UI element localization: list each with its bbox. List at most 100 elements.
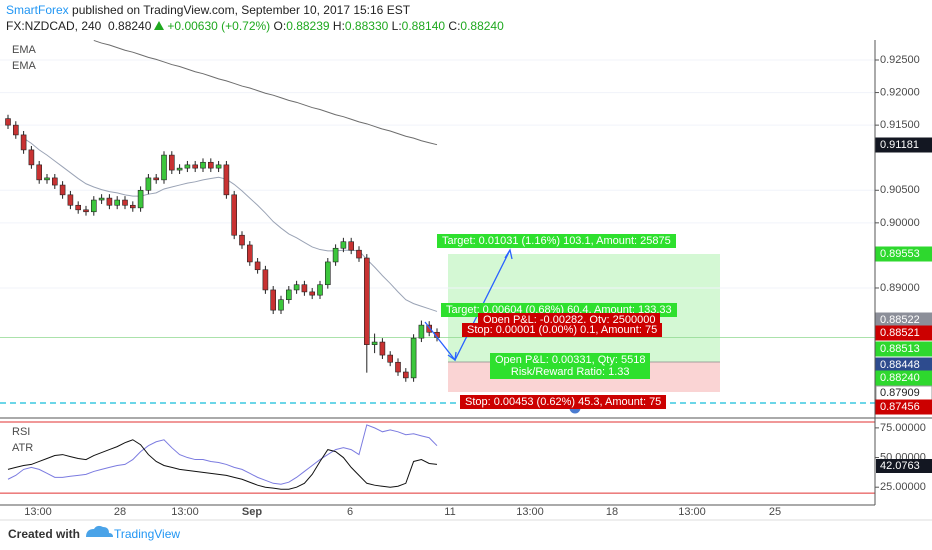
candle-body: [176, 167, 183, 171]
legend-entry: RSI: [12, 426, 30, 438]
price-flag: [875, 137, 932, 153]
candle-body: [5, 118, 11, 126]
candle-body: [51, 177, 58, 186]
ema-line: [93, 39, 438, 146]
candle-body: [348, 241, 355, 251]
candle-body: [262, 269, 269, 291]
ohlc-label: C:: [448, 19, 461, 33]
change: +0.00630 (+0.72%): [167, 19, 271, 33]
candle-body: [309, 291, 316, 296]
y-tick-label: 0.92000: [880, 86, 920, 98]
candle-body: [91, 199, 97, 213]
price-flag: [875, 246, 932, 262]
candle-body: [332, 247, 339, 263]
candle-body: [426, 324, 433, 333]
candle-body: [184, 164, 191, 169]
candle-body: [387, 354, 394, 363]
candle-body: [270, 289, 277, 311]
candle-body: [106, 197, 113, 206]
symbol: FX:NZDCAD, 240: [6, 19, 102, 33]
x-tick-label: 13:00: [678, 506, 706, 518]
candle-body: [395, 361, 401, 373]
candle-body: [114, 199, 120, 206]
ohlc-value: 0.88140: [401, 19, 446, 33]
y-tick-label: 0.92500: [880, 54, 920, 66]
arrow-head: [504, 248, 513, 260]
candle-body: [137, 189, 144, 209]
x-tick-label: Sep: [242, 506, 262, 518]
y-tick-label: 0.91500: [880, 119, 920, 131]
candle-body: [67, 194, 74, 206]
y-tick-label: 0.90000: [880, 217, 920, 229]
candle-body: [293, 284, 300, 291]
candle-body: [13, 124, 19, 136]
candle-body: [20, 134, 27, 151]
symbol-line: FX:NZDCAD, 240 0.88240 +0.00630 (+0.72%) …: [6, 19, 504, 33]
x-tick-label: 18: [606, 506, 618, 518]
candle-body: [418, 324, 425, 339]
candle-body: [254, 261, 261, 271]
ohlc-label: L:: [391, 19, 402, 33]
ohlc-value: 0.88330: [344, 19, 389, 33]
stop-label: Stop: 0.00453 (0.62%) 45.3, Amount: 75: [460, 395, 667, 409]
candle-body: [410, 337, 417, 379]
x-tick-label: 6: [347, 506, 353, 518]
indicator-line: [7, 439, 438, 490]
candle-body: [239, 234, 245, 246]
x-tick-label: 28: [114, 506, 126, 518]
footer-brand: TradingView: [114, 527, 181, 541]
price-flag: [876, 459, 932, 473]
price-flag-label: 42.0763: [880, 460, 920, 472]
author: SmartForex: [6, 3, 69, 17]
price-flag: [875, 399, 932, 415]
candle-body: [153, 177, 159, 181]
candle-body: [36, 164, 43, 181]
x-tick-label: 13:00: [171, 506, 199, 518]
x-tick-label: 11: [444, 506, 455, 518]
candle-body: [247, 244, 253, 263]
candle-body: [130, 204, 136, 209]
price-flag-label: 0.88522: [880, 314, 920, 326]
price-flag: [875, 325, 932, 341]
candle-body: [402, 371, 409, 379]
price-flag-label: 0.88448: [880, 359, 920, 371]
legend-entry: EMA: [12, 60, 37, 72]
pnl-box: Open P&L: 0.00331, Qty: 5518 Risk/Reward …: [490, 353, 651, 379]
legend-entry: ATR: [12, 442, 33, 454]
y-tick-label: 0.89000: [880, 282, 920, 294]
price-flag: [875, 341, 932, 357]
candle-body: [379, 341, 386, 356]
ohlc-label: O:: [273, 19, 287, 33]
price-flag-label: 0.88513: [880, 343, 920, 355]
ohlc-value: 0.88240: [460, 19, 504, 33]
candle-body: [122, 199, 128, 206]
y-tick-label: 25.00000: [880, 481, 926, 493]
y-tick-label: 75.00000: [880, 422, 926, 434]
candle-body: [340, 241, 347, 249]
price-flag: [875, 370, 932, 386]
candle-body: [371, 341, 378, 345]
candle-body: [169, 154, 175, 171]
indicator-line: [7, 424, 438, 485]
target-label: Target: 0.01031 (1.16%) 103.1, Amount: 2…: [437, 234, 676, 248]
price-flag-label: 0.87456: [880, 401, 920, 413]
x-tick-label: 13:00: [516, 506, 544, 518]
candle-body: [223, 164, 230, 196]
price-flag-label: 0.87909: [880, 387, 920, 399]
candle-body: [324, 261, 331, 286]
candle-body: [285, 289, 292, 301]
candle-body: [161, 154, 167, 181]
pnl-label: Open P&L: 0.00331, Qty: 5518: [495, 354, 646, 366]
legend-entry: EMA: [12, 44, 37, 56]
candle-body: [44, 177, 50, 181]
up-icon: [154, 21, 165, 30]
candle-body: [145, 177, 152, 191]
header-line: SmartForex published on TradingView.com,…: [6, 3, 410, 17]
candle-body: [356, 249, 362, 259]
x-tick-label: 13:00: [24, 506, 52, 518]
candle-body: [75, 204, 81, 211]
candle-body: [278, 299, 284, 311]
price-flag-label: 0.88240: [880, 372, 920, 384]
